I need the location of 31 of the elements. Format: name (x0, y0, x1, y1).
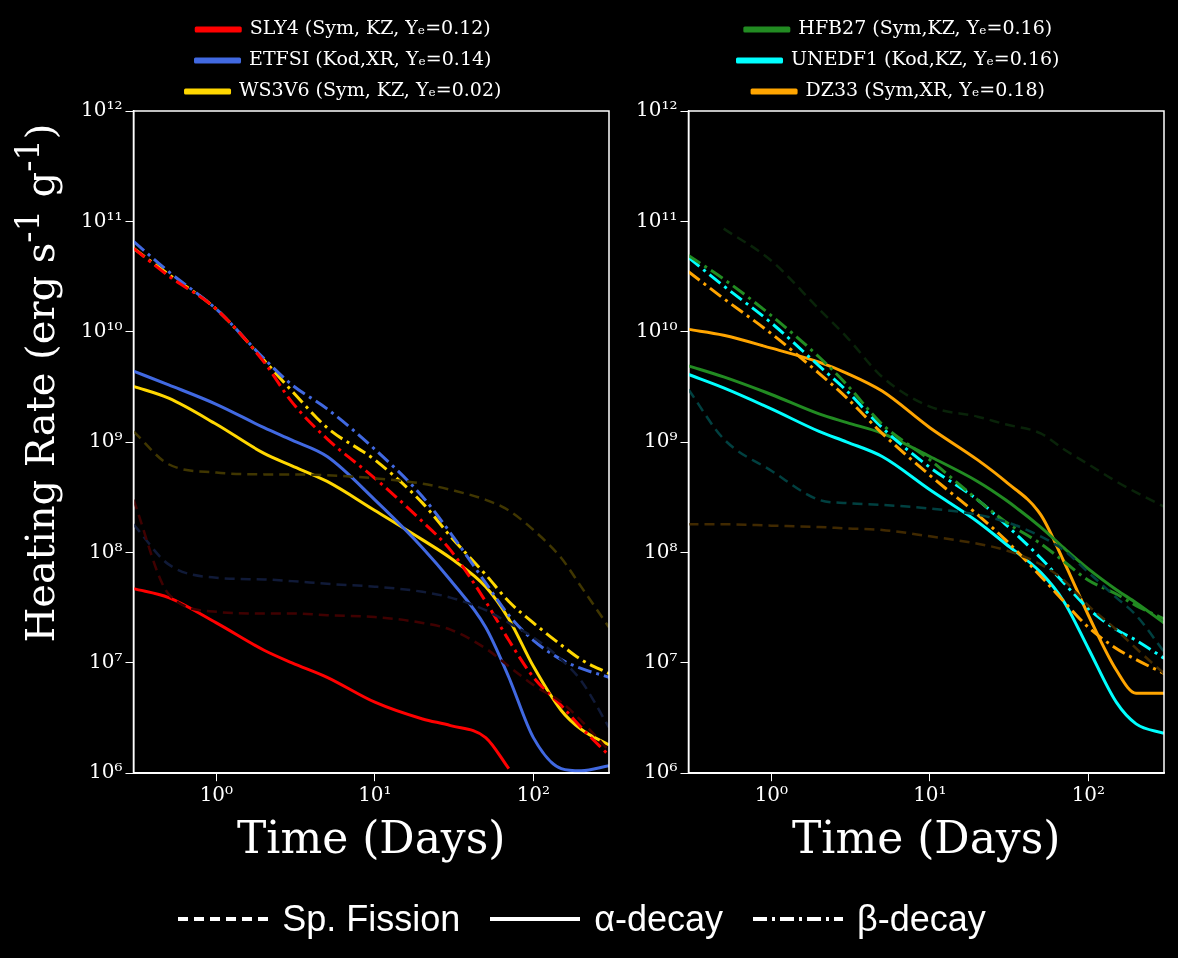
y-tick-label: 10⁷ (644, 649, 678, 674)
text: β-decay (857, 898, 986, 940)
y-tick-label: 10⁶ (89, 759, 123, 784)
y-tick-label: 10¹⁰ (81, 317, 123, 342)
x-axis-title: Time (Days) (237, 812, 506, 864)
legend-label: WS3V6 (Sym, KZ, Yₑ=0.02) (239, 78, 502, 101)
x-tick-label: 10² (516, 782, 551, 807)
y-tick-label: 10¹² (636, 97, 678, 122)
text: Sp. Fission (282, 898, 461, 940)
legend-label: ETFSI (Kod,XR, Yₑ=0.14) (249, 47, 492, 70)
y-tick-label: 10⁸ (644, 538, 678, 563)
y-tick-label: 10¹² (81, 97, 123, 122)
y-tick-label: 10¹¹ (636, 207, 678, 232)
legend-label: DZ33 (Sym,XR, Yₑ=0.18) (805, 78, 1045, 101)
x-tick-label: 10² (1071, 782, 1106, 807)
y-tick-label: 10⁹ (644, 428, 678, 453)
x-tick-label: 10⁰ (754, 782, 789, 807)
x-tick-label: 10¹ (913, 782, 947, 807)
x-tick-label: 10⁰ (199, 782, 234, 807)
y-tick-label: 10⁷ (89, 649, 123, 674)
x-axis-title: Time (Days) (792, 812, 1061, 864)
y-tick-label: 10⁸ (89, 538, 123, 563)
legend-label: UNEDF1 (Kod,KZ, Yₑ=0.16) (791, 47, 1060, 70)
y-tick-label: 10⁶ (644, 759, 678, 784)
legend-label: HFB27 (Sym,KZ, Yₑ=0.16) (798, 16, 1053, 39)
y-tick-label: 10⁹ (89, 428, 123, 453)
text: α-decay (594, 898, 724, 940)
legend-label: SLY4 (Sym, KZ, Yₑ=0.12) (249, 16, 491, 39)
y-tick-label: 10¹⁰ (636, 317, 678, 342)
y-tick-label: 10¹¹ (81, 207, 123, 232)
x-tick-label: 10¹ (358, 782, 392, 807)
